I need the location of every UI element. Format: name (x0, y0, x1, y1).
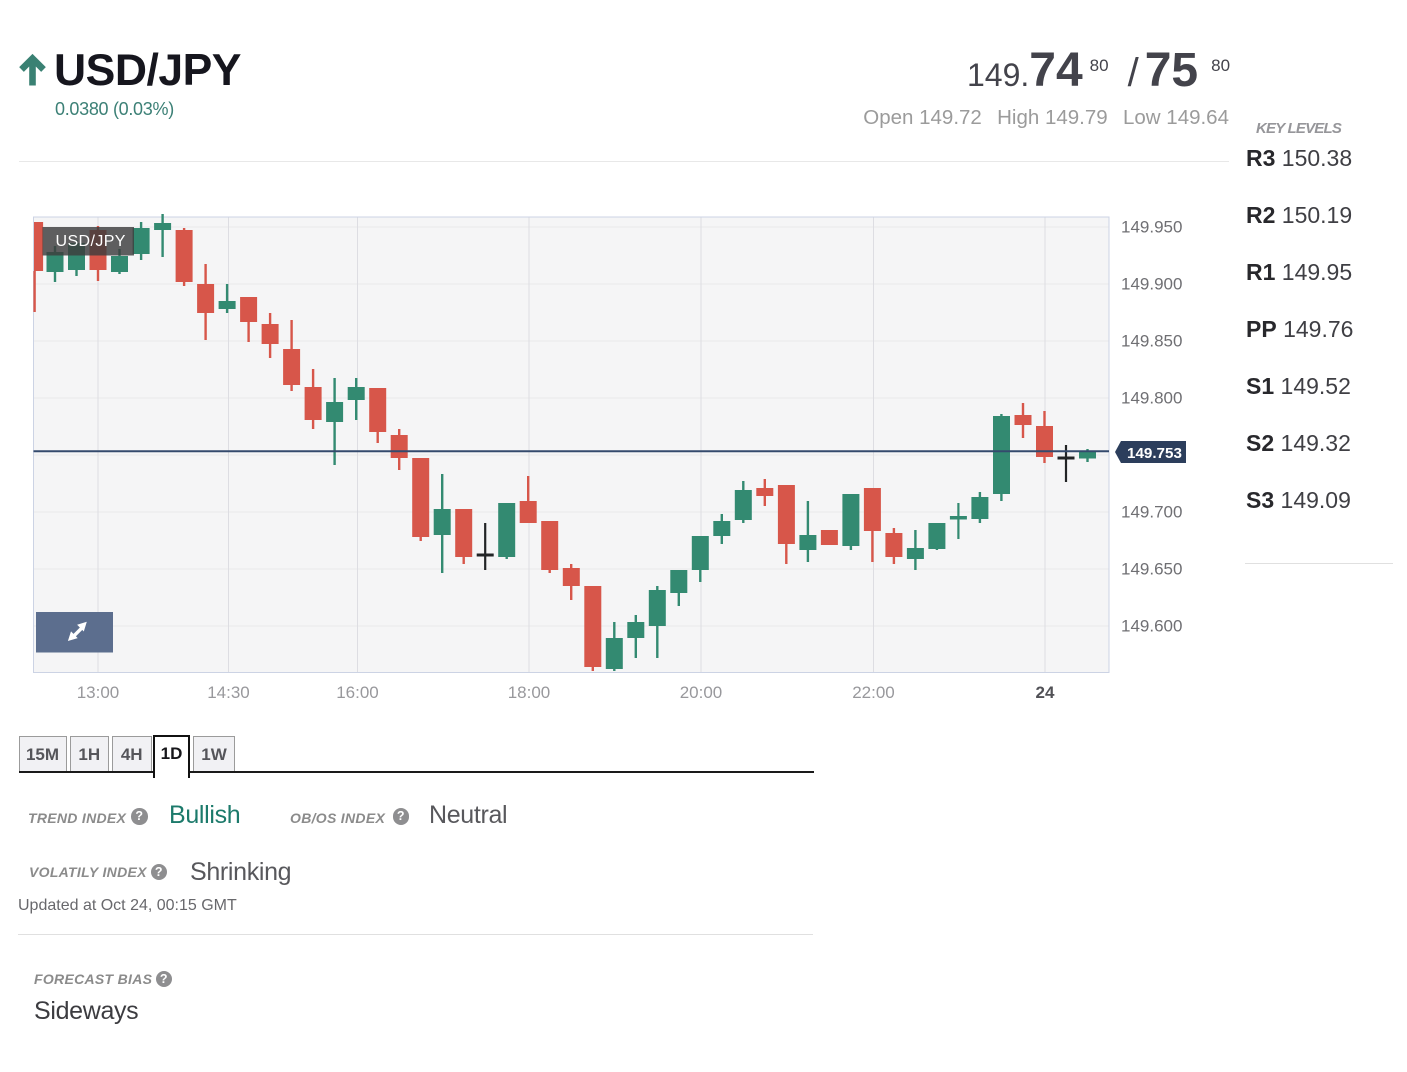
svg-text:18:00: 18:00 (508, 683, 551, 702)
svg-text:USD/JPY: USD/JPY (56, 233, 126, 250)
svg-text:149.850: 149.850 (1121, 332, 1182, 351)
svg-text:22:00: 22:00 (852, 683, 895, 702)
svg-text:149.600: 149.600 (1121, 617, 1182, 636)
svg-text:149.700: 149.700 (1121, 503, 1182, 522)
svg-text:20:00: 20:00 (680, 683, 723, 702)
svg-text:13:00: 13:00 (77, 683, 120, 702)
svg-text:149.753: 149.753 (1127, 445, 1182, 462)
svg-text:16:00: 16:00 (336, 683, 379, 702)
svg-text:149.650: 149.650 (1121, 560, 1182, 579)
svg-text:149.900: 149.900 (1121, 275, 1182, 294)
svg-text:149.800: 149.800 (1121, 389, 1182, 408)
svg-text:14:30: 14:30 (207, 683, 250, 702)
svg-text:24: 24 (1036, 683, 1055, 702)
svg-text:149.950: 149.950 (1121, 218, 1182, 237)
